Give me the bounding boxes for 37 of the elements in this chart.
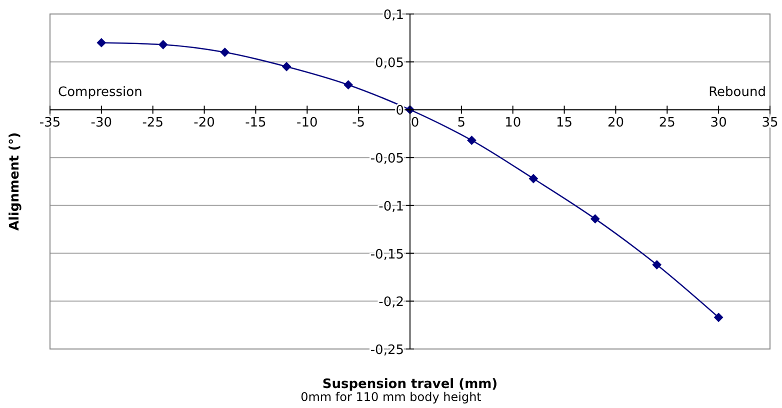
x-tick-label: 30 xyxy=(710,116,727,131)
y-tick-label: -0,1 xyxy=(378,199,404,214)
x-tick-label: -35 xyxy=(39,116,61,131)
x-tick-label: -5 xyxy=(352,116,366,131)
point xyxy=(652,260,662,270)
y-tick-label: -0,2 xyxy=(378,295,404,310)
y-tick-label: -0,25 xyxy=(370,343,404,358)
x-tick-label: 20 xyxy=(607,116,624,131)
x-tick-label: 25 xyxy=(658,116,676,131)
point xyxy=(220,48,230,57)
annotation: Compression xyxy=(58,84,142,100)
point xyxy=(528,174,538,184)
point xyxy=(590,214,600,224)
annotation: Rebound xyxy=(708,84,766,100)
text: 0mm for 110 mm body height xyxy=(300,390,482,404)
point xyxy=(96,38,106,48)
x-tick-label: 5 xyxy=(457,116,466,131)
point xyxy=(714,312,724,322)
x-tick-label: 15 xyxy=(556,116,573,131)
y-tick-label: 0,1 xyxy=(383,8,404,23)
x-tick-label: 0 xyxy=(410,116,420,131)
y-tick-label: -0,15 xyxy=(370,247,404,262)
x-tick-label: -25 xyxy=(142,116,164,131)
y-tick-label: -0,05 xyxy=(370,152,404,167)
x-tick-label: -20 xyxy=(194,116,215,131)
x-tick-label: -30 xyxy=(90,116,112,131)
point xyxy=(467,136,476,145)
x-axis-title: Suspension travel (mm) xyxy=(322,377,498,392)
point xyxy=(158,40,168,50)
point xyxy=(282,62,292,72)
x-tick-label: 10 xyxy=(504,116,522,131)
x-tick-label: -15 xyxy=(245,116,266,131)
y-tick-label: 0,05 xyxy=(375,56,404,71)
x-tick-label: -10 xyxy=(296,116,318,131)
x-tick-label: 35 xyxy=(762,116,778,131)
y-axis-title: Alignment (°) xyxy=(8,132,23,231)
point xyxy=(344,80,353,90)
